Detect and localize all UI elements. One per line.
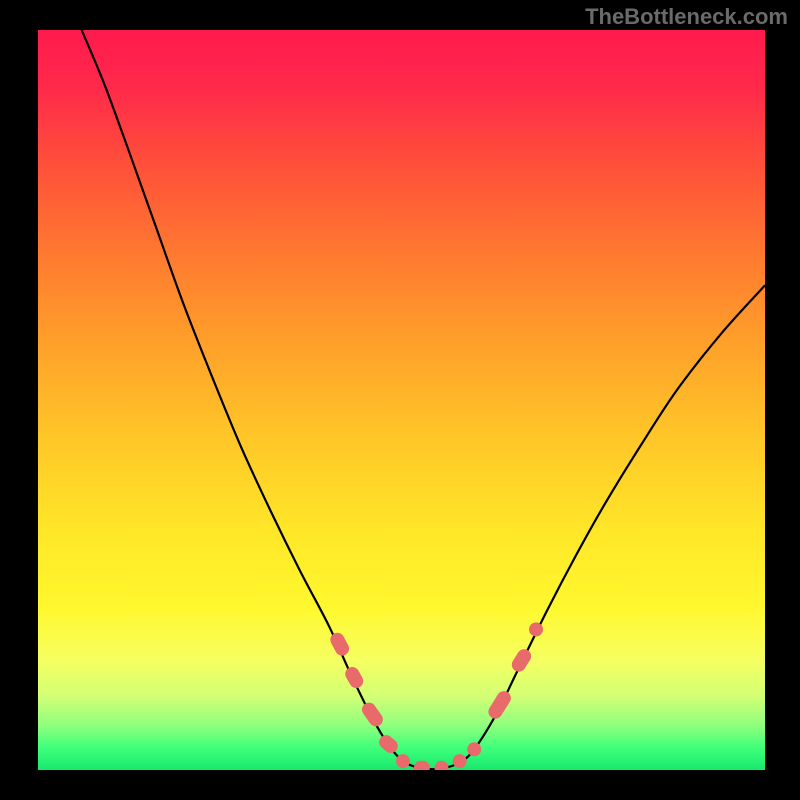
watermark-text: TheBottleneck.com	[585, 4, 788, 30]
chart-root: TheBottleneck.com	[0, 0, 800, 800]
chart-svg	[38, 30, 765, 770]
gradient-background	[38, 30, 765, 770]
plot-area	[38, 30, 765, 770]
